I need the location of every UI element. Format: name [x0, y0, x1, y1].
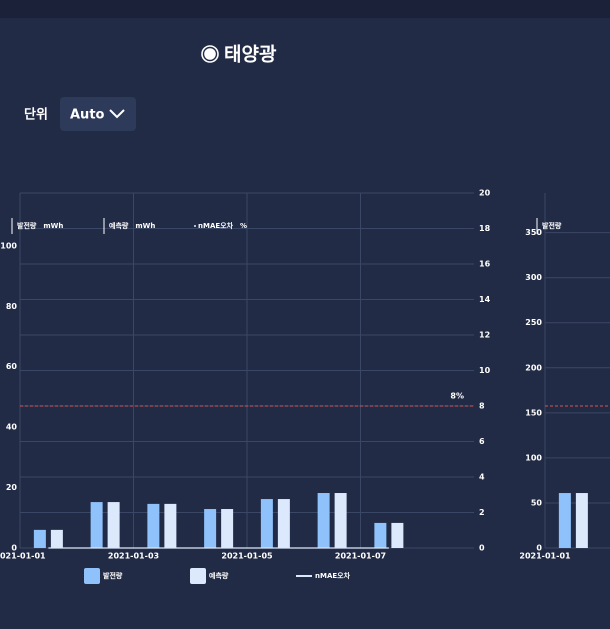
unit-select[interactable] [60, 97, 136, 131]
y-tick-label: 0 [536, 544, 542, 553]
bar [33, 529, 46, 548]
bar [260, 499, 273, 548]
y2-tick-label: 8 [479, 402, 485, 411]
bar [147, 503, 160, 548]
chart: 0 50 100 150 200 250 300 350 2021-01-01 발전량 [519, 193, 610, 561]
y2-tick-label: 18 [479, 224, 491, 233]
x-tick-label: 2021-01-03 [108, 552, 159, 561]
x-tick-label: 2021-01-01 [0, 552, 46, 561]
bar [50, 529, 63, 548]
legend-unit: mWh [43, 222, 63, 230]
y-tick-label: 60 [6, 362, 18, 371]
sun-icon [201, 45, 219, 63]
y2-tick-label: 12 [479, 331, 490, 340]
y-tick-label: 0 [11, 544, 17, 553]
y-tick-label: 200 [525, 363, 542, 372]
y-tick-label: 80 [6, 302, 18, 311]
y2-tick-label: 14 [479, 295, 491, 304]
legend-marker [84, 568, 100, 584]
unit-select-value[interactable]: Auto [70, 108, 105, 123]
y2-tick-label: 10 [479, 366, 491, 375]
legend-label: 예측량 [209, 571, 229, 580]
x-tick-label: 2021-01-07 [335, 552, 386, 561]
y-tick-label: 300 [525, 273, 542, 282]
legend-label: 발전량 [542, 221, 562, 230]
y-tick-label: 20 [6, 483, 18, 492]
x-tick-label: 2021-01-01 [519, 552, 571, 561]
y2-tick-label: 6 [479, 437, 485, 446]
bar [374, 522, 387, 548]
bar [204, 509, 217, 548]
page-title: 태양광 [224, 44, 277, 66]
bar [317, 493, 330, 548]
legend-label: 발전량 [103, 571, 123, 580]
bar [558, 493, 571, 548]
y2-tick-label: 4 [479, 473, 485, 482]
y-tick-label: 150 [525, 408, 542, 417]
y-tick-label: 50 [531, 498, 543, 507]
unit-label: 단위 [24, 107, 48, 123]
legend-unit: % [240, 222, 247, 230]
bar [277, 499, 290, 548]
bar [391, 522, 404, 548]
y2-tick-label: 20 [479, 189, 491, 198]
chart: 0 2 4 6 8 10 12 14 16 18 20 0 20 40 60 80 100 2021-01-01 2… [0, 189, 491, 584]
y2-tick-label: 0 [479, 544, 485, 553]
legend-label: 발전량 [17, 221, 37, 230]
y-tick-label: 100 [525, 453, 542, 462]
legend-label: 예측량 [109, 221, 129, 230]
y2-tick-label: 2 [479, 508, 485, 517]
legend-label: nMAE오차 [198, 221, 234, 230]
bar [575, 493, 588, 548]
bar [164, 503, 177, 548]
legend-label: nMAE오차 [315, 571, 351, 580]
bar [221, 509, 234, 548]
legend-unit: mWh [135, 222, 155, 230]
bar [107, 502, 120, 548]
y-tick-label: 250 [525, 318, 542, 327]
dropdown-arrow[interactable] [109, 109, 125, 119]
y-tick-label: 350 [525, 228, 542, 237]
bar [334, 493, 347, 548]
bar [90, 502, 103, 548]
legend-marker [194, 225, 196, 227]
y-tick-label: 40 [6, 423, 18, 432]
threshold-label: 8% [450, 392, 464, 401]
legend-marker [190, 568, 206, 584]
y-tick-label: 100 [0, 241, 17, 250]
x-tick-label: 2021-01-05 [221, 552, 273, 561]
top-bar [0, 0, 610, 18]
y2-tick-label: 16 [479, 260, 491, 269]
